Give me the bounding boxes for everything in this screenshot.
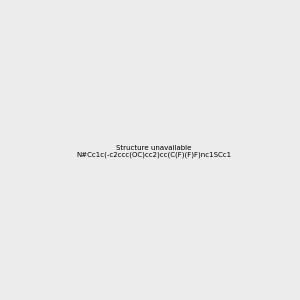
Text: Structure unavailable
N#Cc1c(-c2ccc(OC)cc2)cc(C(F)(F)F)nc1SCc1: Structure unavailable N#Cc1c(-c2ccc(OC)c… [76, 145, 231, 158]
